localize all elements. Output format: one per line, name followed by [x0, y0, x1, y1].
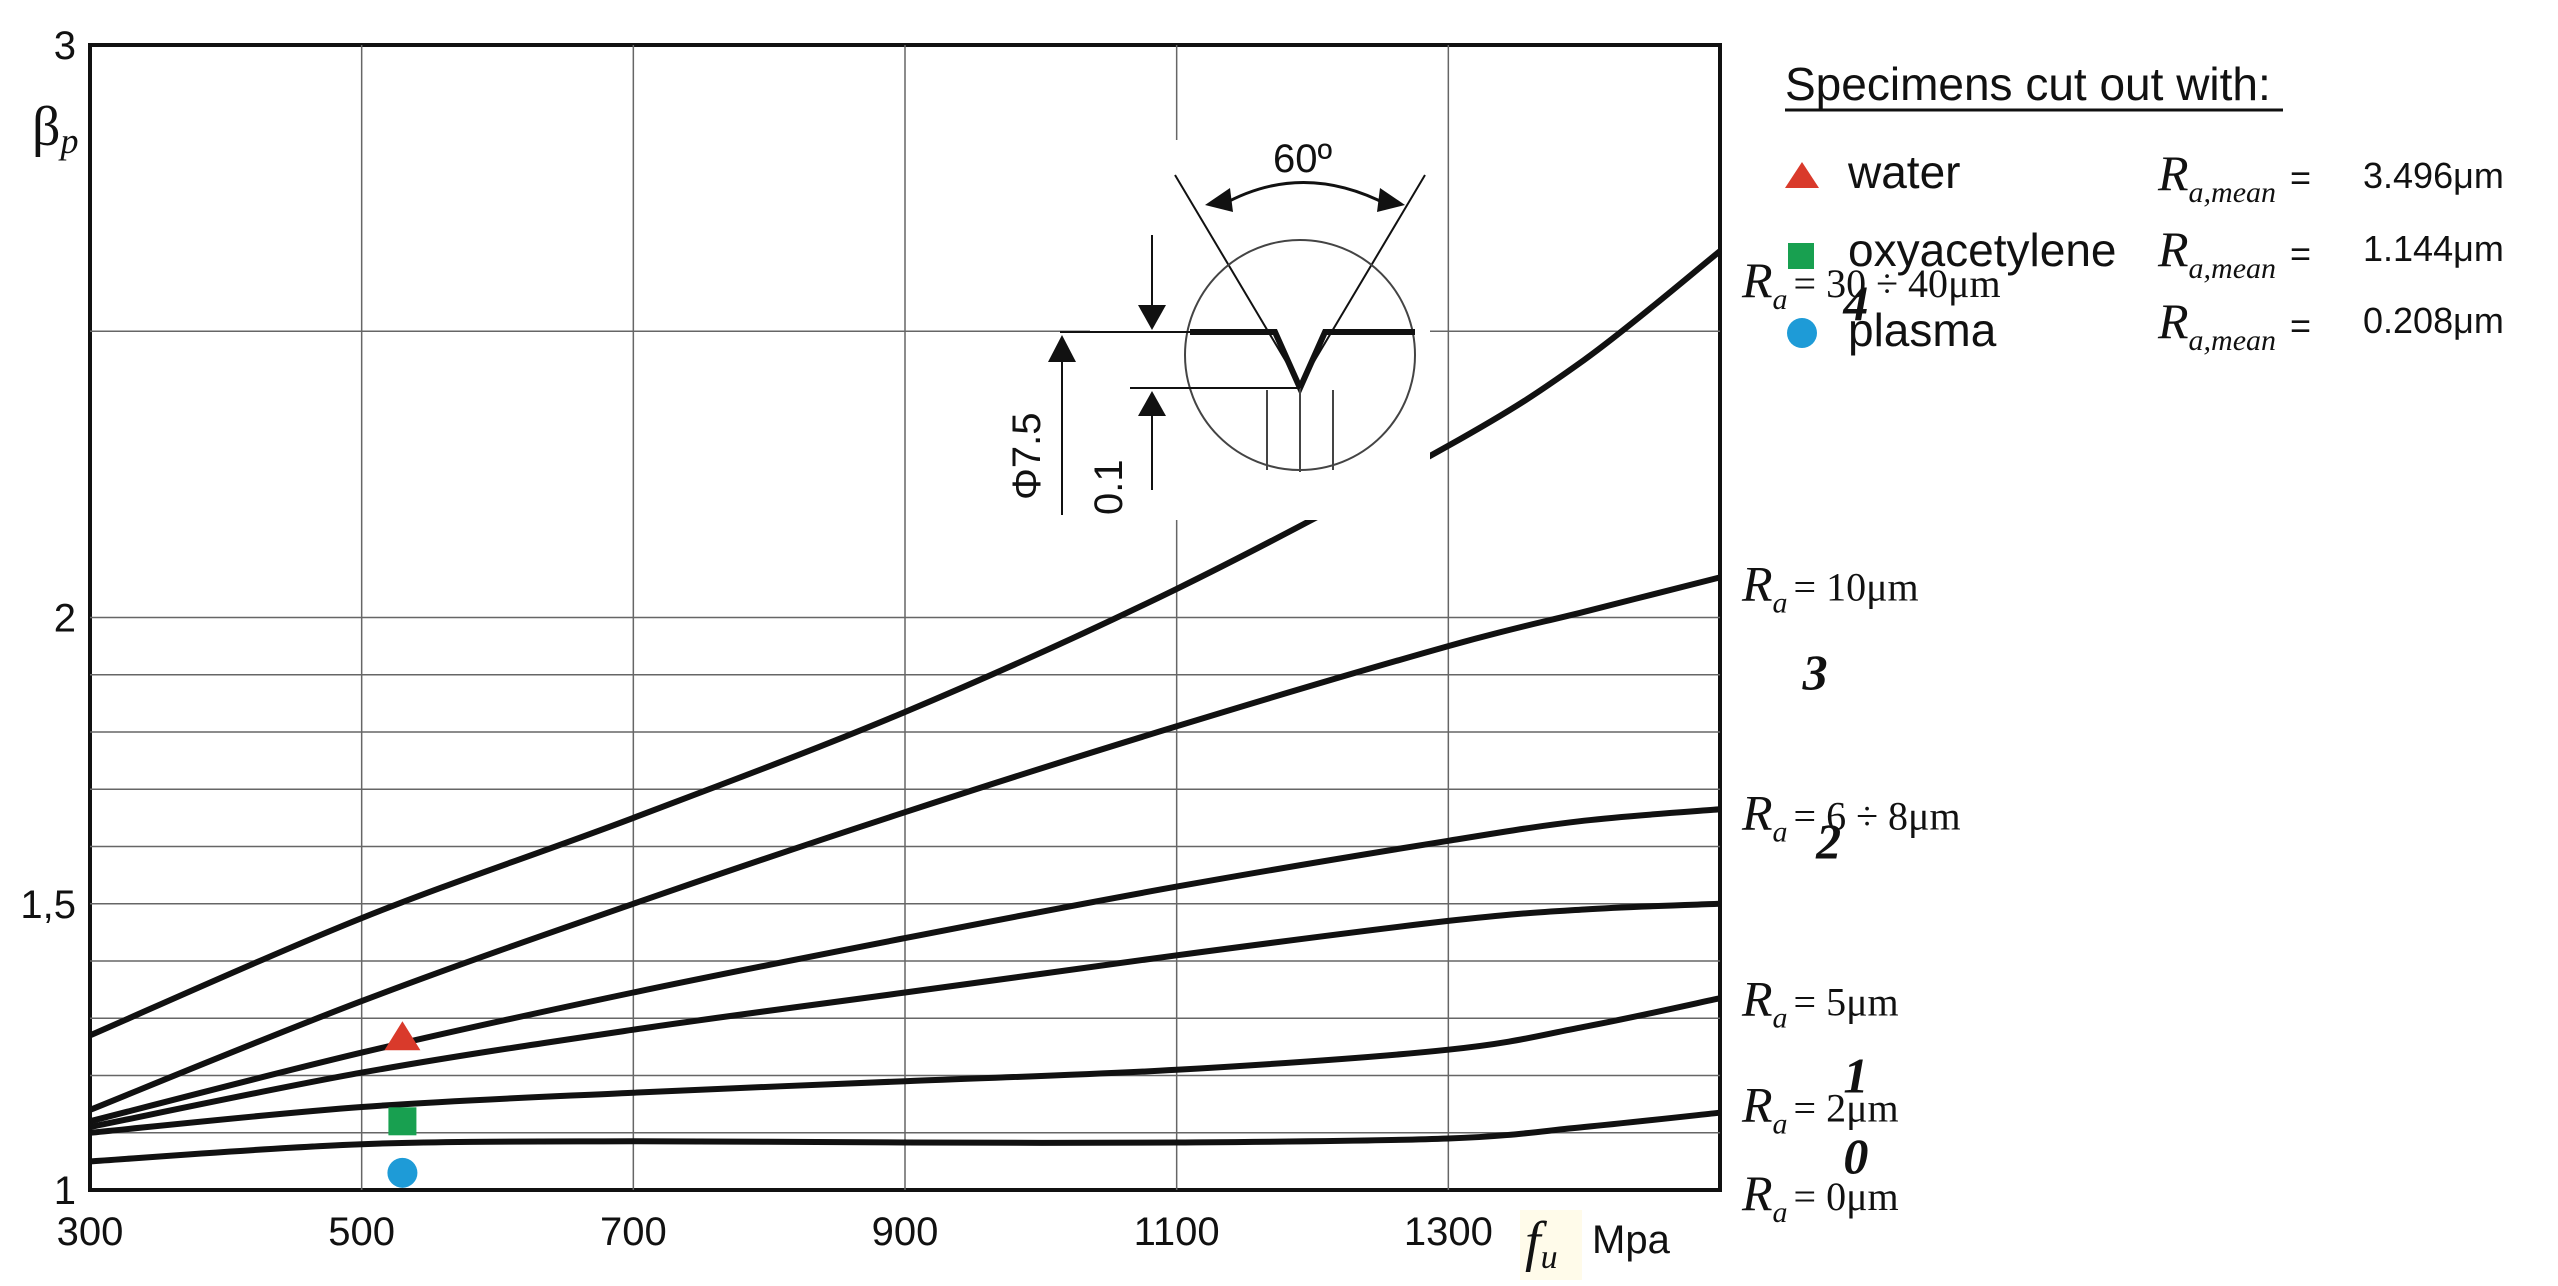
- curve-label-2: Ra = 5μm: [1741, 970, 1899, 1034]
- curve-label-3: Ra = 6 ÷ 8μm: [1741, 784, 1961, 848]
- curves: [88, 248, 1722, 1165]
- y-ticks: 1 1,5 2 3: [20, 24, 76, 1213]
- y-tick-2: 2: [54, 597, 76, 641]
- depth-arrow-down: [1138, 305, 1166, 330]
- legend-title: Specimens cut out with:: [1785, 58, 2271, 110]
- x-tick-3: 900: [872, 1210, 939, 1254]
- curve-5: [88, 248, 1722, 1039]
- notch-leg-left: [1174, 174, 1301, 386]
- legend-oxy-label: oxyacetylene: [1848, 224, 2117, 276]
- x-ticks: 300 500 700 900 1100 1300: [57, 1210, 1493, 1254]
- legend-water-marker: [1785, 162, 1819, 188]
- curve-number-0: 0: [1843, 1128, 1868, 1184]
- x-tick-5: 1300: [1404, 1210, 1493, 1254]
- y-axis-label: βp: [32, 96, 79, 161]
- curve-number-4: 4: [1842, 275, 1868, 331]
- oxyacetylene-marker: [388, 1107, 417, 1136]
- legend-oxy-value: 1.144μm: [2363, 228, 2504, 269]
- legend-plasma-value: 0.208μm: [2363, 300, 2504, 341]
- legend-water-value: 3.496μm: [2363, 155, 2504, 196]
- curve-4: [88, 574, 1721, 1113]
- x-axis-unit: Mpa: [1592, 1218, 1671, 1262]
- x-tick-1: 500: [328, 1210, 395, 1254]
- y-axis-sub: p: [58, 121, 79, 161]
- curve-1: [89, 995, 1721, 1136]
- curve-number-2: 2: [1815, 813, 1841, 869]
- legend-water-label: water: [1847, 146, 1960, 198]
- legend-plasma-marker: [1787, 318, 1817, 348]
- arc-arrow-right: [1377, 188, 1405, 212]
- x-axis-sub: u: [1541, 1239, 1558, 1276]
- curve-0: [89, 1109, 1721, 1165]
- depth-label: 0.1: [1087, 459, 1131, 515]
- curve-label-1: Ra = 2μm: [1741, 1076, 1899, 1140]
- curve-label-4: Ra = 10μm: [1741, 555, 1919, 619]
- diameter-arrow: [1048, 335, 1076, 362]
- x-tick-2: 700: [600, 1210, 667, 1254]
- data-markers: [384, 1021, 421, 1188]
- notch-leg-right: [1299, 174, 1426, 386]
- curve-2: [89, 900, 1721, 1130]
- curve-number-3: 3: [1802, 644, 1828, 700]
- curve-label-0: Ra = 0μm: [1741, 1165, 1899, 1229]
- y-tick-1: 1,5: [20, 883, 76, 927]
- angle-label: 60º: [1273, 137, 1332, 181]
- legend-plasma-label: plasma: [1848, 304, 1997, 356]
- notch-inset: 60º Φ7.5 0.1: [1005, 137, 1430, 520]
- legend-oxy-ra: Ra,mean =: [2157, 221, 2311, 285]
- angle-arc: [1221, 181, 1389, 207]
- legend-water-ra: Ra,mean =: [2157, 145, 2311, 209]
- legend: Specimens cut out with: water Ra,mean = 3…: [1785, 58, 2504, 357]
- legend-plasma-ra: Ra,mean =: [2157, 293, 2311, 357]
- curve-labels: Ra = 0μm Ra = 2μm Ra = 5μm Ra = 6 ÷ 8μm Ra = 10μm…: [1741, 252, 2001, 1229]
- curve-number-1: 1: [1843, 1048, 1868, 1104]
- legend-oxy-marker: [1788, 243, 1814, 269]
- arc-arrow-left: [1205, 188, 1233, 212]
- x-tick-4: 1100: [1134, 1210, 1220, 1254]
- curve-3: [89, 806, 1721, 1125]
- depth-arrow-up: [1138, 391, 1166, 416]
- curve-numbers: 0 1 2 3 4: [1802, 275, 1869, 1184]
- y-tick-3: 3: [54, 24, 76, 68]
- diameter-label: Φ7.5: [1005, 412, 1049, 500]
- y-tick-0: 1: [54, 1169, 76, 1213]
- plasma-marker: [387, 1157, 418, 1188]
- curve-label-5: Ra = 30 ÷ 40μm: [1741, 252, 2001, 316]
- x-label-box: [1520, 1210, 1582, 1280]
- y-axis-symbol: β: [32, 96, 61, 158]
- x-tick-0: 300: [57, 1210, 124, 1254]
- water-marker: [384, 1021, 421, 1051]
